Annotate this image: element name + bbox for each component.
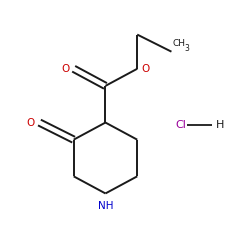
Text: CH: CH: [173, 39, 186, 48]
Text: Cl: Cl: [175, 120, 186, 130]
Text: O: O: [142, 64, 150, 74]
Text: O: O: [27, 118, 35, 128]
Text: 3: 3: [185, 44, 190, 53]
Text: O: O: [61, 64, 69, 74]
Text: H: H: [216, 120, 224, 130]
Text: NH: NH: [98, 201, 113, 211]
